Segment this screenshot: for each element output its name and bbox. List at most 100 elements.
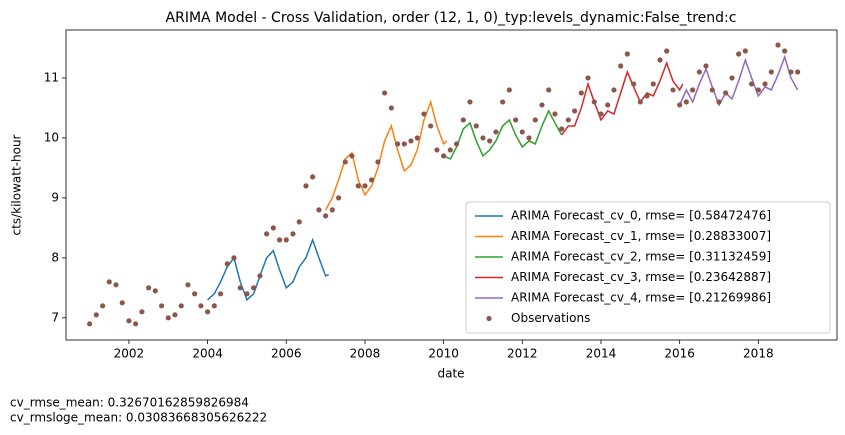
observation-point xyxy=(591,99,597,105)
observation-point xyxy=(585,75,591,81)
observation-point xyxy=(696,69,702,75)
x-tick-label: 2004 xyxy=(192,347,223,361)
observation-point xyxy=(139,309,145,315)
plot-area xyxy=(87,42,801,327)
observation-point xyxy=(382,90,388,96)
observation-point xyxy=(454,141,460,147)
observation-point xyxy=(106,279,112,285)
observation-point xyxy=(683,99,689,105)
observation-point xyxy=(369,177,375,183)
observation-point xyxy=(224,261,230,267)
annotation: cv_rmse_mean: 0.32670162859826984 xyxy=(10,396,249,410)
observation-point xyxy=(99,303,106,309)
y-tick-label: 7 xyxy=(51,310,59,324)
observation-point xyxy=(276,237,283,243)
observation-point xyxy=(782,48,788,54)
observation-point xyxy=(165,315,171,321)
observation-point xyxy=(755,87,761,93)
observation-point xyxy=(126,318,132,324)
observation-point xyxy=(552,111,558,117)
x-tick-label: 2018 xyxy=(743,347,774,361)
observation-point xyxy=(631,81,637,87)
observation-point xyxy=(434,147,440,153)
x-tick-label: 2002 xyxy=(114,347,145,361)
observation-point xyxy=(146,285,152,291)
observation-point xyxy=(251,285,257,291)
observation-point xyxy=(513,117,519,123)
y-axis-label: cts/kilowatt-hour xyxy=(10,134,24,235)
observation-point xyxy=(526,135,532,141)
observation-point xyxy=(87,321,93,327)
observation-point xyxy=(487,138,493,144)
forecast-line xyxy=(561,60,684,136)
observation-point xyxy=(795,69,801,75)
y-tick-label: 10 xyxy=(44,130,59,144)
observation-point xyxy=(729,75,735,81)
observation-point xyxy=(762,81,768,87)
observation-point xyxy=(421,111,427,117)
observation-point xyxy=(310,174,316,180)
observation-point xyxy=(290,231,296,237)
observation-point xyxy=(428,123,434,129)
observation-point xyxy=(395,141,401,147)
observation-point xyxy=(703,63,709,69)
observation-point xyxy=(565,117,571,123)
observation-point xyxy=(598,111,604,117)
observation-point xyxy=(113,282,119,288)
x-tick-label: 2016 xyxy=(664,347,695,361)
x-tick-label: 2010 xyxy=(428,347,459,361)
legend-label: ARIMA Forecast_cv_3, rmse= [0.23642887] xyxy=(511,270,771,284)
observation-point xyxy=(749,81,755,87)
observation-point xyxy=(316,207,322,213)
observation-point xyxy=(133,321,139,327)
observation-point xyxy=(447,147,453,153)
observation-point xyxy=(690,87,696,93)
observation-point xyxy=(441,153,447,159)
observation-point xyxy=(624,51,630,57)
observation-point xyxy=(473,123,479,129)
observation-point xyxy=(192,291,198,297)
observation-point xyxy=(388,105,394,111)
x-axis-label: date xyxy=(437,367,464,381)
observation-point xyxy=(217,291,224,297)
observation-point xyxy=(506,87,512,93)
legend-box xyxy=(465,201,831,334)
observation-point xyxy=(323,213,329,219)
annotation: cv_rmsloge_mean: 0.03083668305626222 xyxy=(10,411,267,425)
observation-point xyxy=(788,69,794,75)
observation-point xyxy=(736,51,742,57)
y-tick-label: 9 xyxy=(51,190,59,204)
observation-point xyxy=(578,90,584,96)
y-tick-label: 8 xyxy=(51,250,59,264)
observation-point xyxy=(257,273,263,279)
legend-marker xyxy=(486,315,492,322)
observation-point xyxy=(237,285,243,291)
legend-label: ARIMA Forecast_cv_1, rmse= [0.28833007] xyxy=(511,229,771,243)
observation-point xyxy=(244,291,250,297)
observation-point xyxy=(644,93,650,99)
observation-point xyxy=(637,99,643,105)
observation-point xyxy=(231,255,237,261)
observation-point xyxy=(152,288,158,294)
observation-point xyxy=(657,57,663,63)
observation-point xyxy=(572,108,578,114)
observation-point xyxy=(500,99,506,105)
legend-label: ARIMA Forecast_cv_2, rmse= [0.31132459] xyxy=(511,250,771,264)
x-tick-label: 2014 xyxy=(586,347,617,361)
observation-point xyxy=(605,102,611,108)
observation-point xyxy=(460,117,466,123)
observation-point xyxy=(539,102,545,108)
observation-point xyxy=(716,99,722,105)
observation-point xyxy=(768,69,774,75)
observation-point xyxy=(408,138,414,144)
observation-point xyxy=(185,282,191,288)
legend-label: ARIMA Forecast_cv_0, rmse= [0.58472476] xyxy=(511,209,771,223)
x-tick-label: 2008 xyxy=(350,347,381,361)
x-tick-label: 2012 xyxy=(507,347,538,361)
observation-point xyxy=(611,87,617,93)
observation-point xyxy=(303,183,309,189)
y-tick-label: 11 xyxy=(44,70,59,84)
observation-point xyxy=(349,153,355,159)
observation-point xyxy=(532,117,538,123)
